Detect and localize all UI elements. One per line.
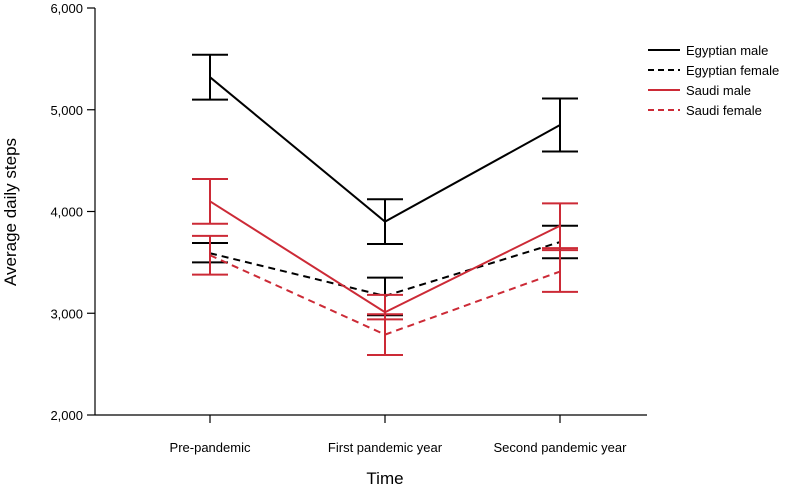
x-tick-label: Second pandemic year xyxy=(494,440,628,455)
legend-label: Saudi male xyxy=(686,83,751,98)
legend-label: Egyptian male xyxy=(686,43,768,58)
series-saudi-female xyxy=(192,234,578,356)
legend: Egyptian male Egyptian female Saudi male Sa… xyxy=(648,43,779,118)
x-axis-title: Time xyxy=(366,469,403,488)
series-egyptian-male xyxy=(192,53,578,246)
axes xyxy=(94,8,647,416)
series-layer xyxy=(192,53,578,356)
legend-label: Egyptian female xyxy=(686,63,779,78)
x-tick-label: First pandemic year xyxy=(328,440,443,455)
y-tick-label: 3,000 xyxy=(50,306,83,321)
y-axis-title: Average daily steps xyxy=(1,138,20,286)
y-tick-label: 6,000 xyxy=(50,1,83,16)
y-tick-label: 2,000 xyxy=(50,408,83,423)
legend-label: Saudi female xyxy=(686,103,762,118)
x-tick-label: Pre-pandemic xyxy=(170,440,251,455)
y-tick-label: 5,000 xyxy=(50,103,83,118)
x-ticks: Pre-pandemic First pandemic year Second pa… xyxy=(170,415,628,455)
y-ticks: 2,000 3,000 4,000 5,000 6,000 xyxy=(50,1,95,423)
y-tick-label: 4,000 xyxy=(50,205,83,220)
